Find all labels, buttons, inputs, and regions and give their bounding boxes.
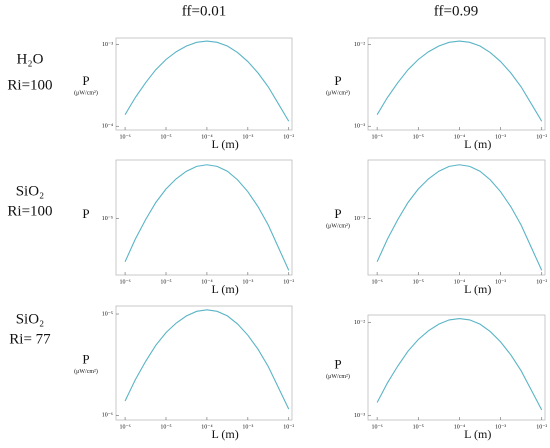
y-axis-label: P — [82, 206, 89, 221]
plot-frame — [367, 314, 546, 421]
x-tick-label: 10⁻⁴ — [201, 279, 212, 285]
x-tick-label: 10⁻⁵ — [160, 424, 171, 430]
x-tick-label: 10⁻² — [536, 279, 547, 285]
y-axis-unit: (μW/cm²) — [326, 223, 350, 230]
x-tick-label: 10⁻⁵ — [413, 134, 424, 140]
column-title: ff=0.99 — [434, 3, 478, 19]
y-tick-label: 10⁻² — [354, 42, 365, 48]
x-axis-label: L (m) — [464, 282, 491, 296]
data-line — [124, 164, 290, 271]
x-tick-label: 10⁻² — [536, 424, 547, 430]
x-tick-label: 10⁻⁴ — [201, 424, 212, 430]
x-tick-label: 10⁻⁶ — [371, 424, 382, 430]
data-line — [376, 317, 543, 411]
x-tick-label: 10⁻⁵ — [413, 279, 424, 285]
x-tick-label: 10⁻³ — [242, 424, 253, 430]
data-line — [124, 40, 290, 122]
x-tick-label: 10⁻⁴ — [454, 134, 465, 140]
x-tick-label: 10⁻⁶ — [119, 424, 130, 430]
y-tick-label: 10⁻³ — [354, 124, 365, 130]
plot-frame — [115, 37, 293, 131]
x-tick-label: 10⁻³ — [495, 424, 506, 430]
x-axis-label: L (m) — [464, 137, 491, 151]
row-ri: Ri=100 — [7, 203, 52, 219]
row-material: SiO₂ — [16, 311, 45, 327]
y-axis-unit: (μW/cm²) — [326, 373, 350, 380]
y-tick-label: 10⁻⁴ — [102, 124, 113, 130]
x-tick-label: 10⁻⁶ — [119, 134, 130, 140]
x-tick-label: 10⁻⁵ — [413, 424, 424, 430]
data-line — [376, 164, 543, 271]
x-tick-label: 10⁻² — [536, 134, 547, 140]
y-axis-label: P — [334, 206, 341, 221]
x-tick-label: 10⁻² — [283, 279, 294, 285]
data-line — [124, 309, 290, 410]
x-axis-label: L (m) — [212, 137, 239, 151]
x-tick-label: 10⁻⁴ — [201, 134, 212, 140]
x-tick-label: 10⁻² — [283, 134, 294, 140]
y-axis-label: P — [334, 356, 341, 371]
x-axis-label: L (m) — [212, 282, 239, 296]
x-tick-label: 10⁻⁵ — [160, 279, 171, 285]
y-axis-unit: (μW/cm²) — [74, 368, 98, 375]
row-material: H₂O — [17, 51, 44, 67]
row-ri: Ri= 77 — [9, 331, 51, 347]
y-axis-label: P — [82, 73, 89, 88]
x-tick-label: 10⁻⁴ — [454, 424, 465, 430]
plot-frame — [367, 159, 546, 276]
y-tick-label: 10⁻⁵ — [102, 311, 113, 317]
x-tick-label: 10⁻³ — [242, 279, 253, 285]
x-tick-label: 10⁻⁵ — [160, 134, 171, 140]
row-material: SiO₂ — [16, 183, 45, 199]
x-axis-label: L (m) — [212, 427, 239, 441]
y-axis-unit: (μW/cm²) — [326, 90, 350, 97]
x-tick-label: 10⁻⁶ — [119, 279, 130, 285]
x-axis-label: L (m) — [464, 427, 491, 441]
y-axis-unit: (μW/cm²) — [74, 90, 98, 97]
y-tick-label: 10⁻⁶ — [102, 413, 113, 419]
plot-frame — [367, 37, 546, 131]
x-tick-label: 10⁻³ — [495, 279, 506, 285]
y-axis-label: P — [82, 352, 89, 367]
x-tick-label: 10⁻⁴ — [454, 279, 465, 285]
x-tick-label: 10⁻³ — [242, 134, 253, 140]
column-title: ff=0.01 — [182, 3, 226, 19]
y-axis-label: P — [334, 73, 341, 88]
data-line — [376, 40, 543, 122]
plot-frame — [115, 305, 293, 421]
plot-frame — [115, 159, 293, 276]
y-tick-label: 10⁻³ — [102, 42, 113, 48]
y-tick-label: 10⁻⁵ — [102, 216, 113, 222]
x-tick-label: 10⁻⁶ — [371, 134, 382, 140]
x-tick-label: 10⁻² — [283, 424, 294, 430]
x-tick-label: 10⁻⁶ — [371, 279, 382, 285]
x-tick-label: 10⁻³ — [495, 134, 506, 140]
y-tick-label: 10⁻² — [354, 320, 365, 326]
row-ri: Ri=100 — [7, 77, 52, 93]
y-tick-label: 10⁻³ — [354, 413, 365, 419]
y-tick-label: 10⁻² — [354, 216, 365, 222]
